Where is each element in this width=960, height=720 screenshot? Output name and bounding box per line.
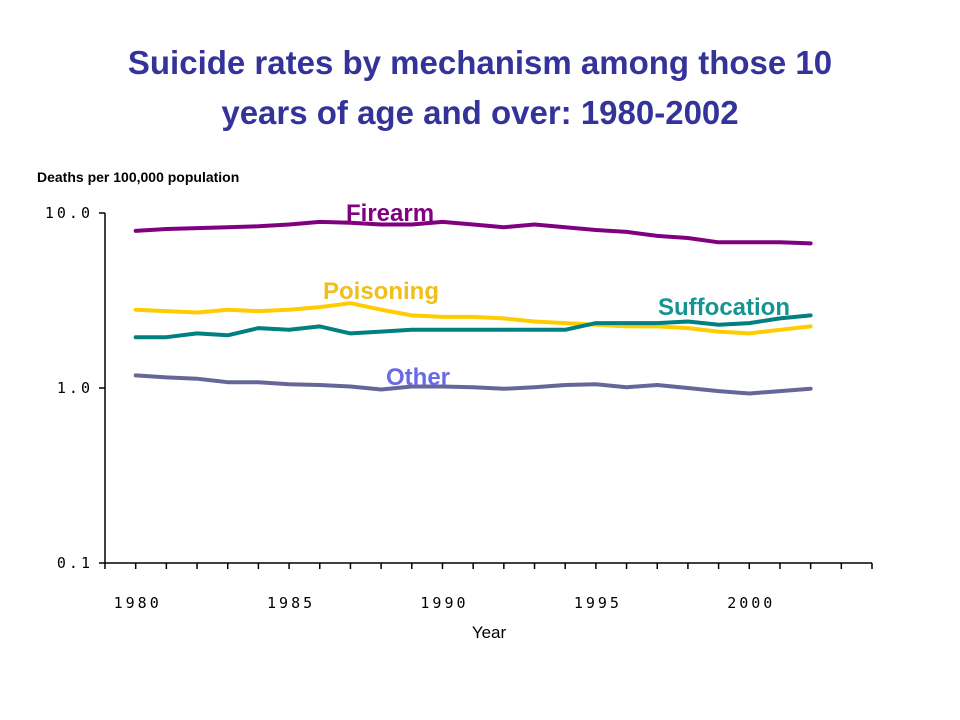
x-tick-label: 2000: [727, 594, 775, 612]
series-line-poisoning: [133, 301, 813, 336]
series-line-other: [133, 373, 813, 396]
chart-title-line-2: years of age and over: 1980-2002: [221, 94, 739, 131]
y-axis-label: Deaths per 100,000 population: [37, 169, 239, 185]
y-tick-label: 10.0: [45, 204, 93, 222]
x-tick-label: 1995: [574, 594, 622, 612]
series-labels: Firearm Poisoning Suffocation Other: [323, 200, 790, 391]
series-label-poisoning: Poisoning: [323, 278, 439, 305]
y-tick-label: 1.0: [57, 379, 93, 397]
chart-title: Suicide rates by mechanism among those 1…: [0, 38, 960, 138]
x-tick-label: 1980: [114, 594, 162, 612]
series-label-suffocation: Suffocation: [658, 294, 790, 321]
axes: 10.0 1.0 0.1 1980 1985 1990 1995 2000: [45, 204, 873, 612]
chart-title-line-1: Suicide rates by mechanism among those 1…: [127, 44, 833, 81]
series-label-other: Other: [386, 364, 450, 391]
series-lines: [133, 219, 813, 396]
x-tick-label: 1985: [267, 594, 315, 612]
series-label-firearm: Firearm: [346, 200, 434, 227]
y-tick-label: 0.1: [57, 554, 93, 572]
x-axis-label: Year: [472, 623, 507, 642]
x-tick-label: 1990: [420, 594, 468, 612]
series-line-suffocation: [133, 313, 813, 340]
series-line-firearm: [133, 219, 813, 246]
